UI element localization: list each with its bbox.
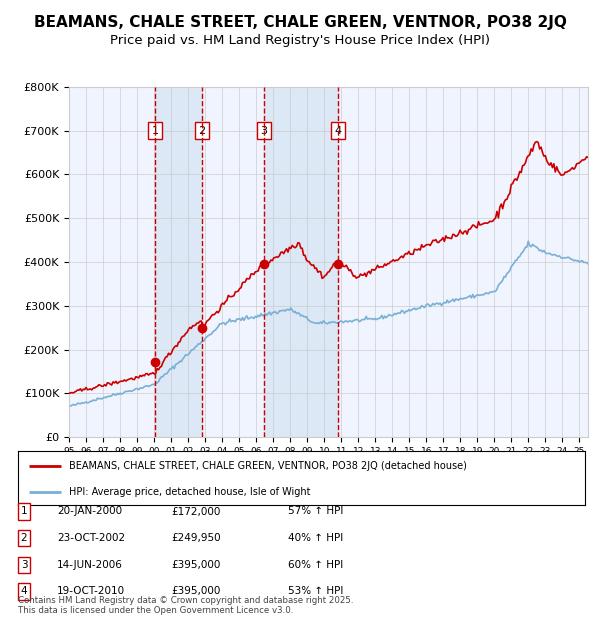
Text: 4: 4 <box>20 587 28 596</box>
Text: 40% ↑ HPI: 40% ↑ HPI <box>288 533 343 543</box>
Bar <box>155 87 202 437</box>
Text: Price paid vs. HM Land Registry's House Price Index (HPI): Price paid vs. HM Land Registry's House … <box>110 34 490 47</box>
Text: 57% ↑ HPI: 57% ↑ HPI <box>288 507 343 516</box>
Text: 53% ↑ HPI: 53% ↑ HPI <box>288 587 343 596</box>
Bar <box>264 87 338 437</box>
Text: 4: 4 <box>334 126 341 136</box>
Text: £172,000: £172,000 <box>171 507 220 516</box>
Text: 23-OCT-2002: 23-OCT-2002 <box>57 533 125 543</box>
Text: BEAMANS, CHALE STREET, CHALE GREEN, VENTNOR, PO38 2JQ (detached house): BEAMANS, CHALE STREET, CHALE GREEN, VENT… <box>69 461 467 471</box>
Text: 19-OCT-2010: 19-OCT-2010 <box>57 587 125 596</box>
Text: £249,950: £249,950 <box>171 533 221 543</box>
Text: 2: 2 <box>20 533 28 543</box>
Text: 14-JUN-2006: 14-JUN-2006 <box>57 560 123 570</box>
Text: 2: 2 <box>199 126 205 136</box>
Text: 3: 3 <box>260 126 268 136</box>
Text: 1: 1 <box>151 126 158 136</box>
Text: £395,000: £395,000 <box>171 587 220 596</box>
Text: 60% ↑ HPI: 60% ↑ HPI <box>288 560 343 570</box>
Text: BEAMANS, CHALE STREET, CHALE GREEN, VENTNOR, PO38 2JQ: BEAMANS, CHALE STREET, CHALE GREEN, VENT… <box>34 16 566 30</box>
Text: Contains HM Land Registry data © Crown copyright and database right 2025.
This d: Contains HM Land Registry data © Crown c… <box>18 596 353 615</box>
Text: 1: 1 <box>20 507 28 516</box>
Text: HPI: Average price, detached house, Isle of Wight: HPI: Average price, detached house, Isle… <box>69 487 311 497</box>
Text: 20-JAN-2000: 20-JAN-2000 <box>57 507 122 516</box>
Text: £395,000: £395,000 <box>171 560 220 570</box>
Text: 3: 3 <box>20 560 28 570</box>
